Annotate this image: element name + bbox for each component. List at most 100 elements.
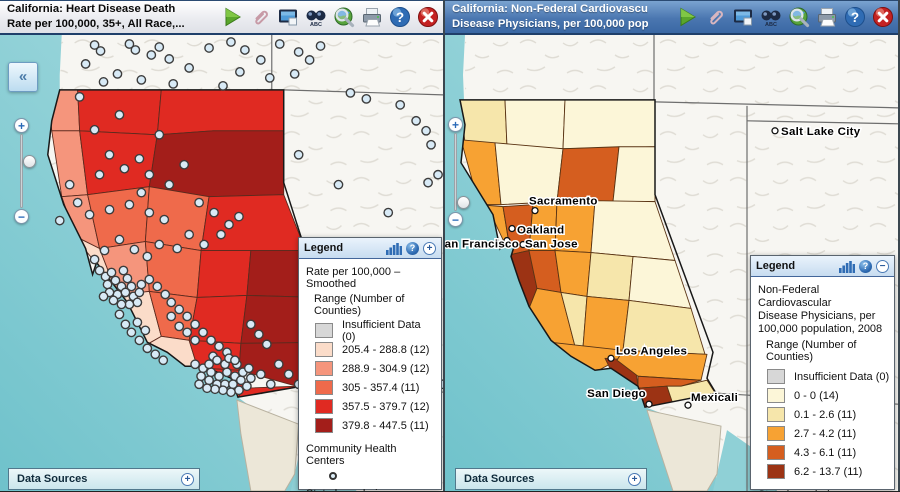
data-sources-bar[interactable]: Data Sources + xyxy=(455,468,647,490)
legend-body: Non-Federal Cardiovascular Disease Physi… xyxy=(751,277,894,491)
legend-item-label: Insufficient Data (0) xyxy=(794,370,890,383)
find-button[interactable]: ABC xyxy=(758,4,783,30)
search-button[interactable] xyxy=(786,4,811,30)
svg-text:?: ? xyxy=(395,10,403,25)
legend-items: Insufficient Data (0) 0 - 0 (14) 0.1 - 2.6… xyxy=(757,367,890,481)
help-button[interactable]: ? xyxy=(842,4,867,30)
legend-range-label: Range (Number of Counties) xyxy=(766,339,857,363)
zoom-slider-knob[interactable] xyxy=(456,196,470,209)
svg-text:Mexicali: Mexicali xyxy=(691,392,738,404)
state-boundaries-label: State boundaries xyxy=(758,489,890,491)
paperclip-icon xyxy=(709,10,723,25)
play-button[interactable] xyxy=(219,4,244,30)
legend-item-label: 205.4 - 288.8 (12) xyxy=(342,343,430,356)
zoom-out-button[interactable]: − xyxy=(14,209,29,224)
legend-item-label: 6.2 - 13.7 (11) xyxy=(794,465,863,478)
find-button[interactable]: ABC xyxy=(303,4,328,30)
help-button[interactable]: ? xyxy=(387,4,412,30)
legend-swatch xyxy=(767,464,785,479)
legend-swatch xyxy=(767,388,785,403)
health-center-marker xyxy=(329,472,337,480)
legend-box: Legend ? − Non-Federal Cardiovascular Di… xyxy=(750,255,895,491)
map-container-left: « + − Legend ? + Rate per 100,000 – Smoo… xyxy=(0,35,443,491)
svg-text:Salt Lake City: Salt Lake City xyxy=(781,126,861,138)
legend-title: Legend xyxy=(756,260,796,272)
legend-item-label: 379.8 - 447.5 (11) xyxy=(342,419,429,432)
zoom-in-button[interactable]: + xyxy=(448,117,463,132)
legend-item-label: 4.3 - 6.1 (11) xyxy=(794,446,857,459)
legend-item-label: 0 - 0 (14) xyxy=(794,389,839,402)
legend-item-label: 2.7 - 4.2 (11) xyxy=(794,427,857,440)
svg-text:Oakland: Oakland xyxy=(517,225,564,237)
zoom-out-button[interactable]: − xyxy=(448,212,463,227)
legend-item-label: 305 - 357.4 (11) xyxy=(342,381,420,394)
legend-swatch xyxy=(767,407,785,422)
svg-text:Sacramento: Sacramento xyxy=(529,196,598,208)
screen-capture-icon xyxy=(733,9,752,26)
panel-cardio-physicians: California: Non-Federal Cardiovascular D… xyxy=(445,0,898,491)
legend-item: 357.5 - 379.7 (12) xyxy=(315,397,437,416)
state-boundaries-label: State boundaries xyxy=(306,488,437,491)
svg-text:San Jose: San Jose xyxy=(525,239,578,251)
svg-text:ABC: ABC xyxy=(765,22,777,28)
play-button[interactable] xyxy=(674,4,699,30)
zoom-slider-track[interactable] xyxy=(20,134,36,208)
close-icon xyxy=(417,7,438,27)
california-outline xyxy=(459,99,718,409)
legend-toggle-icon[interactable]: + xyxy=(423,241,436,255)
toolbar: ABC ? xyxy=(219,4,440,30)
data-sources-bar[interactable]: Data Sources + xyxy=(8,468,200,490)
play-icon xyxy=(680,7,696,27)
close-icon xyxy=(872,7,893,27)
city-labels: Salt Lake City Sacramento Oakland San Franc… xyxy=(445,124,862,409)
screen-capture-button[interactable] xyxy=(275,4,300,30)
legend-item: 288.9 - 304.9 (12) xyxy=(315,359,437,378)
zoom-in-button[interactable]: + xyxy=(14,118,29,133)
close-button[interactable] xyxy=(415,4,440,30)
zoom-slider-track[interactable] xyxy=(454,133,470,211)
chart-icon[interactable] xyxy=(839,260,855,273)
panel-header: California: Non-Federal Cardiovascular D… xyxy=(445,0,898,35)
search-button[interactable] xyxy=(331,4,356,30)
chart-icon[interactable] xyxy=(386,242,402,255)
paperclip-icon xyxy=(254,10,268,25)
legend-header[interactable]: Legend ? − xyxy=(751,256,894,277)
legend-range-label: Range (Number of Counties) xyxy=(314,293,405,317)
play-icon xyxy=(225,7,241,27)
panel-heart-disease: California: Heart Disease Death Rate per… xyxy=(0,0,445,491)
legend-header[interactable]: Legend ? + xyxy=(299,238,441,259)
screen-capture-button[interactable] xyxy=(730,4,755,30)
map-container-right: Salt Lake City Sacramento Oakland San Franc… xyxy=(445,35,898,491)
legend-box: Legend ? + Rate per 100,000 – Smoothed R… xyxy=(298,237,442,491)
data-sources-label: Data Sources xyxy=(464,473,535,485)
link-button[interactable] xyxy=(702,4,727,30)
sidebar-collapse-button[interactable]: « xyxy=(8,62,38,92)
data-sources-expand-icon[interactable]: + xyxy=(628,472,641,486)
legend-toggle-icon[interactable]: − xyxy=(876,259,889,273)
print-button[interactable] xyxy=(814,4,839,30)
legend-help-icon[interactable]: ? xyxy=(859,259,872,273)
svg-text:Los Angeles: Los Angeles xyxy=(616,345,687,357)
legend-help-icon[interactable]: ? xyxy=(406,241,419,255)
globe-search-icon xyxy=(789,7,809,28)
legend-item: 379.8 - 447.5 (11) xyxy=(315,416,437,435)
legend-subtitle: Non-Federal Cardiovascular Disease Physi… xyxy=(758,284,883,335)
svg-text:San Diego: San Diego xyxy=(587,388,646,400)
legend-swatch xyxy=(315,323,333,338)
legend-body: Rate per 100,000 – Smoothed Range (Numbe… xyxy=(299,259,441,491)
printer-icon xyxy=(362,8,381,27)
link-button[interactable] xyxy=(247,4,272,30)
legend-swatch xyxy=(315,342,333,357)
zoom-slider-knob[interactable] xyxy=(22,155,36,168)
legend-item: 2.7 - 4.2 (11) xyxy=(767,424,890,443)
legend-item: 0 - 0 (14) xyxy=(767,386,890,405)
toolbar: ABC ? xyxy=(674,4,895,30)
legend-swatch xyxy=(315,418,333,433)
legend-swatch xyxy=(315,380,333,395)
data-sources-expand-icon[interactable]: + xyxy=(181,472,194,486)
legend-subtitle: Rate per 100,000 – Smoothed xyxy=(306,266,401,290)
legend-item: 205.4 - 288.8 (12) xyxy=(315,340,437,359)
legend-swatch xyxy=(767,445,785,460)
print-button[interactable] xyxy=(359,4,384,30)
close-button[interactable] xyxy=(870,4,895,30)
